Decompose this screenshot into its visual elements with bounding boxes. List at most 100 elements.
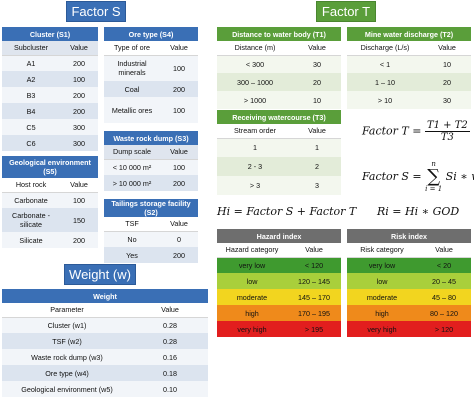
risk-index-table: Risk index Risk category Value very low < … [347,229,472,337]
ore-type-title: Ore type (S4) [104,27,198,41]
watercourse-cell: 1 [217,138,293,157]
sigma-lower-limit: i = 1 [425,185,443,193]
cluster-cell: A1 [2,55,60,71]
waste-header-value: Value [160,145,198,160]
factor-t-banner: Factor T [316,1,376,22]
risk-cell: very high [347,321,417,337]
weight-banner: Weight (w) [64,264,136,285]
waste-rock-dump-table: Waste rock dump (S3) Dump scale Value < 1… [104,131,198,191]
hazard-title: Hazard index [217,229,341,243]
cluster-cell: 300 [60,135,98,151]
distance-cell: < 300 [217,55,293,73]
watercourse-cell: 2 - 3 [217,157,293,176]
factor-t-denominator: T3 [440,132,454,143]
risk-cell: 20 – 45 [417,273,472,289]
watercourse-table: Receiving watercourse (T3) Stream order V… [217,110,342,195]
discharge-title: Mine water discharge (T2) [347,27,471,41]
table-row: Coal 200 [104,81,198,97]
ore-cell: Coal [104,81,160,97]
sigma-upper-limit: n [431,160,436,168]
weight-title: Weight [2,289,209,303]
ore-cell: 100 [160,97,198,123]
cluster-header-subcluster: Subcluster [2,41,60,56]
waste-cell: 100 [160,159,198,175]
risk-cell: > 120 [417,321,472,337]
geo-cell: 200 [60,232,99,248]
weight-table: Weight Parameter Value Cluster (w1) 0.28 T… [2,289,209,397]
weight-cell: 0.28 [132,317,209,333]
ore-header-type: Type of ore [104,41,160,56]
weight-cell: 0.16 [132,349,209,365]
table-row: TSF (w2) 0.28 [2,333,209,349]
waste-cell: 200 [160,175,198,191]
hazard-index-formula: Hi = Factor S + Factor T [217,205,357,218]
table-row: Metallic ores 100 [104,97,198,123]
watercourse-cell: 3 [293,176,342,195]
cluster-cell: B4 [2,103,60,119]
table-row: < 10 000 m² 100 [104,159,198,175]
factor-s-lhs: Factor S = [362,170,422,183]
cluster-header-value: Value [60,41,98,56]
hazard-header-value: Value [287,243,341,258]
table-row: very low < 120 [217,257,341,273]
table-row: < 300 30 [217,55,342,73]
table-row: C5 300 [2,119,98,135]
hazard-index-table: Hazard index Hazard category Value very l… [217,229,341,337]
cluster-cell: B3 [2,87,60,103]
watercourse-title: Receiving watercourse (T3) [217,110,342,124]
weight-cell: 0.10 [132,381,209,397]
table-row: very high > 120 [347,321,472,337]
risk-cell: < 20 [417,257,472,273]
hazard-cell: moderate [217,289,287,305]
table-row: very high > 195 [217,321,341,337]
table-row: Geological environment (w5) 0.10 [2,381,209,397]
weight-cell: 0.18 [132,365,209,381]
factor-t-fraction: T1 + T2 T3 [424,120,470,143]
geo-header-value: Value [60,178,99,193]
risk-cell: 80 – 120 [417,305,472,321]
distance-title: Distance to water body (T1) [217,27,342,41]
tailings-cell: 200 [160,247,198,263]
discharge-cell: < 1 [347,55,423,73]
tailings-title: Tailings storage facility (S2) [104,199,198,217]
weight-cell: Ore type (w4) [2,365,132,381]
table-row: Cluster (w1) 0.28 [2,317,209,333]
ore-header-value: Value [160,41,198,56]
risk-cell: very low [347,257,417,273]
discharge-header-discharge: Discharge (L/s) [347,41,423,56]
geological-environment-title: Geological environment (S5) [2,156,99,178]
weight-cell: Geological environment (w5) [2,381,132,397]
tailings-header-value: Value [160,217,198,232]
watercourse-cell: > 3 [217,176,293,195]
geo-header-host-rock: Host rock [2,178,60,193]
table-row: Ore type (w4) 0.18 [2,365,209,381]
discharge-cell: 20 [423,73,471,91]
factor-s-formula: Factor S = n ∑ i = 1 Si ∗ wi [362,160,474,194]
waste-cell: < 10 000 m² [104,159,160,175]
table-row: B3 200 [2,87,98,103]
risk-cell: low [347,273,417,289]
cluster-table: Cluster (S1) Subcluster Value A1 200 A2 100… [2,27,98,151]
discharge-cell: > 10 [347,91,423,109]
table-row: moderate 45 – 80 [347,289,472,305]
weight-header-value: Value [132,303,209,318]
ore-cell: 100 [160,55,198,81]
table-row: moderate 145 – 170 [217,289,341,305]
tailings-header-tsf: TSF [104,217,160,232]
hazard-cell: very high [217,321,287,337]
cluster-cell: A2 [2,71,60,87]
factor-t-lhs: Factor T = [362,124,422,138]
distance-header-value: Value [293,41,342,56]
watercourse-cell: 1 [293,138,342,157]
distance-cell: > 1000 [217,91,293,109]
table-row: < 1 10 [347,55,471,73]
cluster-cell: C6 [2,135,60,151]
discharge-header-value: Value [423,41,471,56]
distance-table: Distance to water body (T1) Distance (m)… [217,27,342,109]
geological-environment-table: Geological environment (S5) Host rock Val… [2,156,99,248]
cluster-cell: 300 [60,119,98,135]
cluster-cell: 200 [60,103,98,119]
ore-cell: Metallic ores [104,97,160,123]
